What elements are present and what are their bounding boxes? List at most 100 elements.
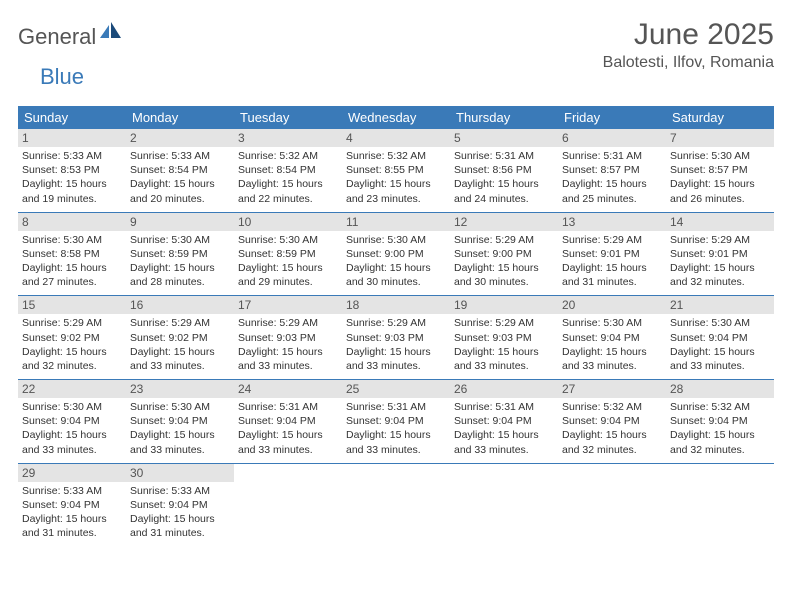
sunset-text: Sunset: 9:02 PM	[22, 331, 122, 345]
daylight-text-1: Daylight: 15 hours	[562, 261, 662, 275]
day-info: Sunrise: 5:29 AM Sunset: 9:03 PM Dayligh…	[238, 316, 338, 373]
daylight-text-1: Daylight: 15 hours	[22, 345, 122, 359]
daylight-text-1: Daylight: 15 hours	[454, 261, 554, 275]
sunrise-text: Sunrise: 5:33 AM	[22, 484, 122, 498]
sunrise-text: Sunrise: 5:32 AM	[346, 149, 446, 163]
day-number: 23	[126, 380, 234, 398]
sunset-text: Sunset: 9:00 PM	[454, 247, 554, 261]
day-info: Sunrise: 5:31 AM Sunset: 8:56 PM Dayligh…	[454, 149, 554, 206]
day-cell: 20 Sunrise: 5:30 AM Sunset: 9:04 PM Dayl…	[558, 296, 666, 379]
logo-sail-icon	[100, 22, 122, 45]
day-info: Sunrise: 5:32 AM Sunset: 8:55 PM Dayligh…	[346, 149, 446, 206]
sunrise-text: Sunrise: 5:29 AM	[562, 233, 662, 247]
day-info: Sunrise: 5:32 AM Sunset: 8:54 PM Dayligh…	[238, 149, 338, 206]
sunset-text: Sunset: 9:01 PM	[562, 247, 662, 261]
sunrise-text: Sunrise: 5:29 AM	[670, 233, 770, 247]
day-number: 2	[126, 129, 234, 147]
day-number: 19	[450, 296, 558, 314]
day-cell: 1 Sunrise: 5:33 AM Sunset: 8:53 PM Dayli…	[18, 129, 126, 212]
sunset-text: Sunset: 8:57 PM	[670, 163, 770, 177]
daylight-text-2: and 33 minutes.	[130, 443, 230, 457]
daylight-text-1: Daylight: 15 hours	[454, 428, 554, 442]
sunset-text: Sunset: 8:54 PM	[238, 163, 338, 177]
empty-cell	[342, 464, 450, 547]
sunset-text: Sunset: 9:04 PM	[130, 498, 230, 512]
day-info: Sunrise: 5:30 AM Sunset: 9:04 PM Dayligh…	[670, 316, 770, 373]
dayhead-mon: Monday	[126, 106, 234, 129]
daylight-text-1: Daylight: 15 hours	[670, 177, 770, 191]
day-cell: 17 Sunrise: 5:29 AM Sunset: 9:03 PM Dayl…	[234, 296, 342, 379]
sunset-text: Sunset: 9:04 PM	[22, 414, 122, 428]
sunset-text: Sunset: 9:04 PM	[562, 331, 662, 345]
sunrise-text: Sunrise: 5:30 AM	[130, 233, 230, 247]
sunrise-text: Sunrise: 5:32 AM	[670, 400, 770, 414]
daylight-text-1: Daylight: 15 hours	[238, 428, 338, 442]
daylight-text-1: Daylight: 15 hours	[670, 261, 770, 275]
day-number: 15	[18, 296, 126, 314]
day-info: Sunrise: 5:30 AM Sunset: 9:00 PM Dayligh…	[346, 233, 446, 290]
sunset-text: Sunset: 8:55 PM	[346, 163, 446, 177]
day-cell: 10 Sunrise: 5:30 AM Sunset: 8:59 PM Dayl…	[234, 213, 342, 296]
day-number: 12	[450, 213, 558, 231]
sunrise-text: Sunrise: 5:30 AM	[130, 400, 230, 414]
sunset-text: Sunset: 8:54 PM	[130, 163, 230, 177]
sunset-text: Sunset: 9:04 PM	[454, 414, 554, 428]
sunrise-text: Sunrise: 5:30 AM	[562, 316, 662, 330]
day-cell: 7 Sunrise: 5:30 AM Sunset: 8:57 PM Dayli…	[666, 129, 774, 212]
sunset-text: Sunset: 9:01 PM	[670, 247, 770, 261]
day-number: 25	[342, 380, 450, 398]
day-number: 26	[450, 380, 558, 398]
day-number: 24	[234, 380, 342, 398]
sunrise-text: Sunrise: 5:30 AM	[670, 149, 770, 163]
day-number: 30	[126, 464, 234, 482]
day-cell: 14 Sunrise: 5:29 AM Sunset: 9:01 PM Dayl…	[666, 213, 774, 296]
day-info: Sunrise: 5:33 AM Sunset: 8:53 PM Dayligh…	[22, 149, 122, 206]
daylight-text-1: Daylight: 15 hours	[454, 345, 554, 359]
day-info: Sunrise: 5:31 AM Sunset: 8:57 PM Dayligh…	[562, 149, 662, 206]
daylight-text-2: and 33 minutes.	[130, 359, 230, 373]
daylight-text-1: Daylight: 15 hours	[238, 345, 338, 359]
day-cell: 2 Sunrise: 5:33 AM Sunset: 8:54 PM Dayli…	[126, 129, 234, 212]
daylight-text-1: Daylight: 15 hours	[670, 428, 770, 442]
dayhead-sun: Sunday	[18, 106, 126, 129]
daylight-text-2: and 33 minutes.	[562, 359, 662, 373]
daylight-text-2: and 26 minutes.	[670, 192, 770, 206]
daylight-text-1: Daylight: 15 hours	[22, 261, 122, 275]
day-number: 18	[342, 296, 450, 314]
daylight-text-2: and 31 minutes.	[562, 275, 662, 289]
day-number: 14	[666, 213, 774, 231]
daylight-text-2: and 32 minutes.	[670, 275, 770, 289]
dayhead-fri: Friday	[558, 106, 666, 129]
sunrise-text: Sunrise: 5:29 AM	[454, 316, 554, 330]
daylight-text-2: and 29 minutes.	[238, 275, 338, 289]
week-row: 1 Sunrise: 5:33 AM Sunset: 8:53 PM Dayli…	[18, 129, 774, 212]
week-row: 8 Sunrise: 5:30 AM Sunset: 8:58 PM Dayli…	[18, 213, 774, 296]
logo: General	[18, 18, 124, 51]
sunrise-text: Sunrise: 5:33 AM	[130, 149, 230, 163]
sunset-text: Sunset: 8:59 PM	[238, 247, 338, 261]
day-info: Sunrise: 5:32 AM Sunset: 9:04 PM Dayligh…	[562, 400, 662, 457]
day-cell: 28 Sunrise: 5:32 AM Sunset: 9:04 PM Dayl…	[666, 380, 774, 463]
day-info: Sunrise: 5:29 AM Sunset: 9:01 PM Dayligh…	[562, 233, 662, 290]
day-number: 29	[18, 464, 126, 482]
daylight-text-2: and 33 minutes.	[22, 443, 122, 457]
day-cell: 15 Sunrise: 5:29 AM Sunset: 9:02 PM Dayl…	[18, 296, 126, 379]
daylight-text-2: and 20 minutes.	[130, 192, 230, 206]
sunrise-text: Sunrise: 5:32 AM	[238, 149, 338, 163]
day-info: Sunrise: 5:29 AM Sunset: 9:02 PM Dayligh…	[22, 316, 122, 373]
day-number: 3	[234, 129, 342, 147]
week-row: 22 Sunrise: 5:30 AM Sunset: 9:04 PM Dayl…	[18, 380, 774, 463]
daylight-text-2: and 32 minutes.	[22, 359, 122, 373]
day-cell: 25 Sunrise: 5:31 AM Sunset: 9:04 PM Dayl…	[342, 380, 450, 463]
empty-cell	[234, 464, 342, 547]
daylight-text-1: Daylight: 15 hours	[346, 177, 446, 191]
sunrise-text: Sunrise: 5:29 AM	[238, 316, 338, 330]
day-number: 8	[18, 213, 126, 231]
daylight-text-1: Daylight: 15 hours	[346, 345, 446, 359]
day-info: Sunrise: 5:29 AM Sunset: 9:02 PM Dayligh…	[130, 316, 230, 373]
daylight-text-2: and 31 minutes.	[22, 526, 122, 540]
day-cell: 23 Sunrise: 5:30 AM Sunset: 9:04 PM Dayl…	[126, 380, 234, 463]
sunrise-text: Sunrise: 5:31 AM	[454, 400, 554, 414]
day-info: Sunrise: 5:33 AM Sunset: 9:04 PM Dayligh…	[130, 484, 230, 541]
sunrise-text: Sunrise: 5:32 AM	[562, 400, 662, 414]
